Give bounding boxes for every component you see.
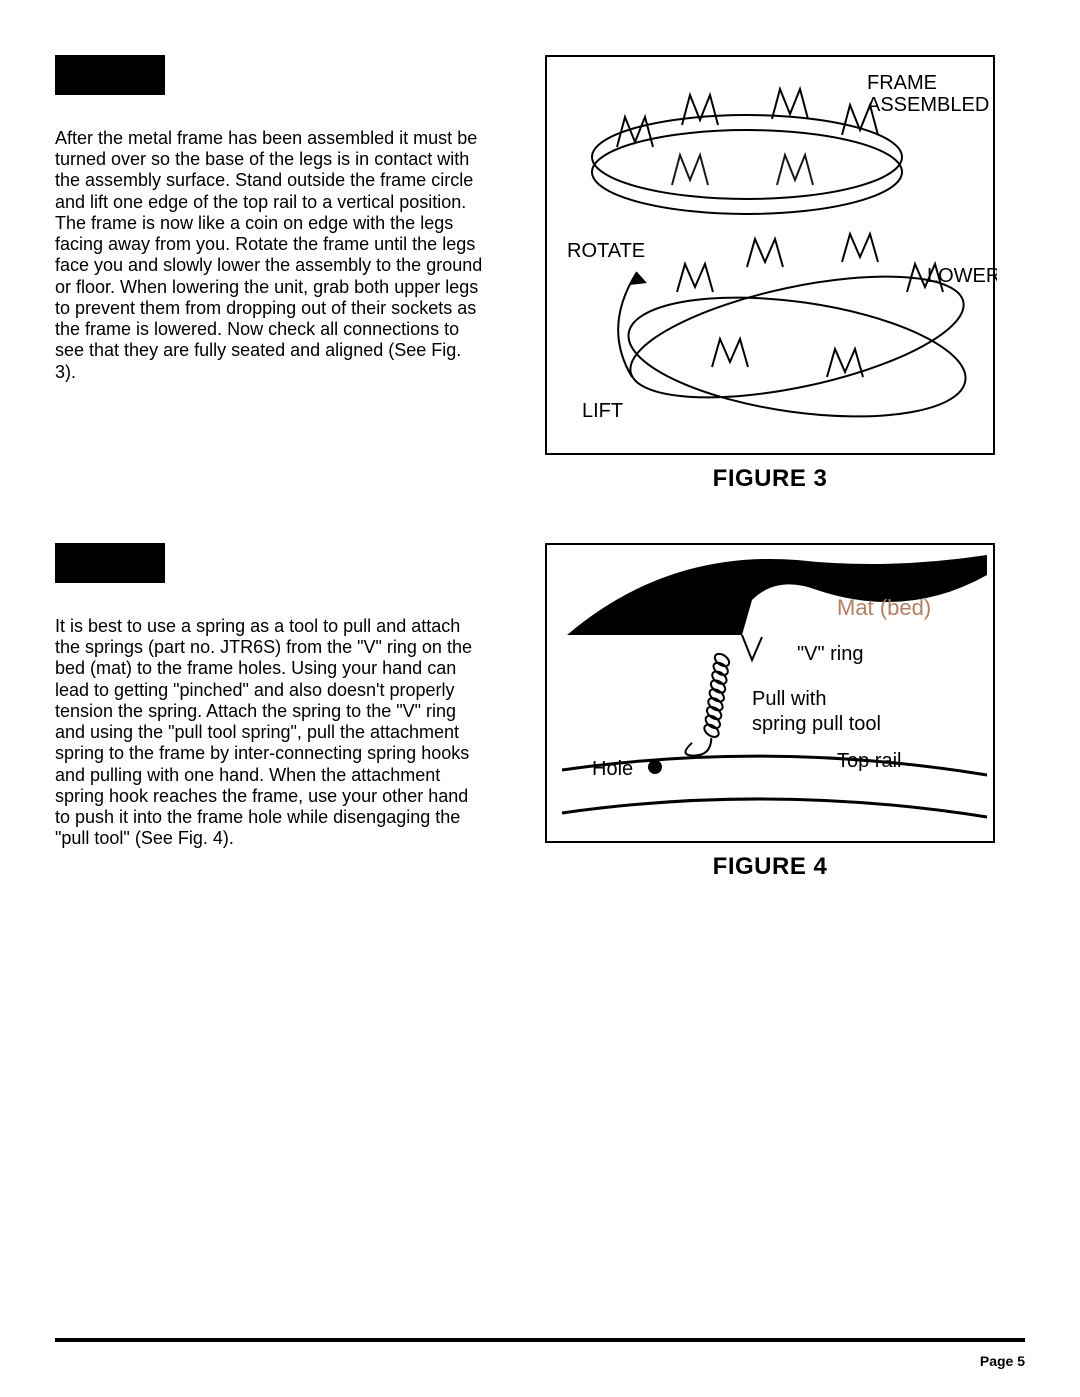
fig4-pull1-label: Pull with: [752, 688, 826, 710]
fig3-assembled-label: ASSEMBLED: [867, 94, 989, 116]
step-4-text: It is best to use a spring as a tool to …: [55, 616, 485, 850]
fig3-lower-label: LOWER: [927, 265, 997, 287]
fig4-toprail-label: Top rail: [837, 750, 901, 772]
fig3-lift-label: LIFT: [582, 400, 623, 422]
page-number: Page 5: [980, 1353, 1025, 1369]
fig4-pull2-label: spring pull tool: [752, 713, 881, 735]
fig4-vring-label: "V" ring: [797, 643, 863, 665]
fig4-mat-ghost-label: Mat (bed): [837, 595, 931, 620]
step-3-block: [55, 55, 165, 95]
fig3-rotate-label: ROTATE: [567, 240, 645, 262]
figure-3-box: FRAME ASSEMBLED ROTATE: [545, 55, 995, 455]
figure-3-caption: FIGURE 3: [713, 465, 828, 493]
footer-rule: [55, 1338, 1025, 1342]
fig4-hole-label: Hole: [592, 758, 633, 780]
figure-4-box: Mat (bed): [545, 543, 995, 843]
figure-4-caption: FIGURE 4: [713, 853, 828, 881]
fig3-frame-label: FRAME: [867, 72, 937, 94]
step-4-block: [55, 543, 165, 583]
step-3-text: After the metal frame has been assembled…: [55, 128, 485, 383]
